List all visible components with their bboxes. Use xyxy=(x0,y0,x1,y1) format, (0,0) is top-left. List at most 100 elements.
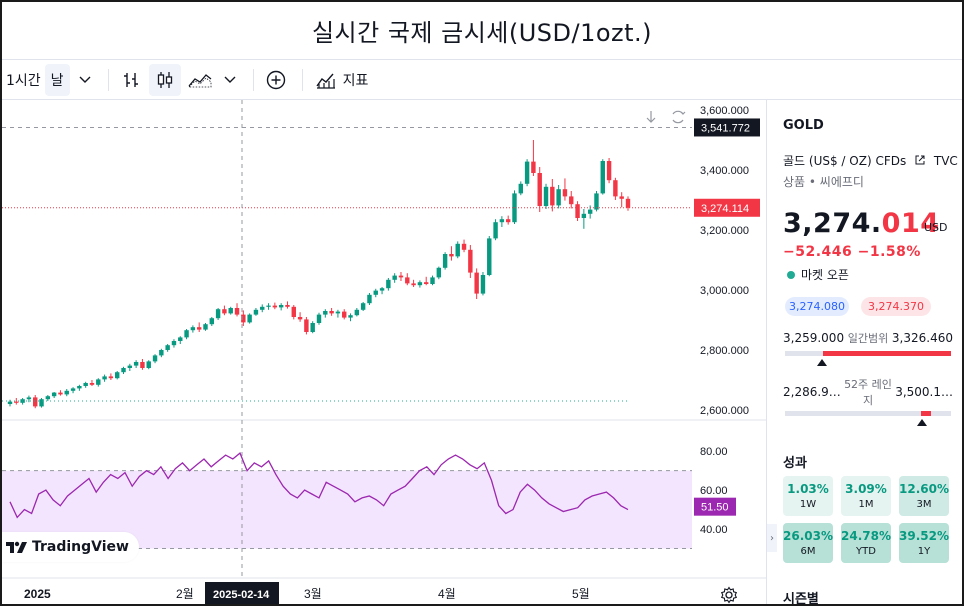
candle-body xyxy=(423,282,429,284)
tradingview-logo-icon xyxy=(6,541,27,553)
perf-period: 1M xyxy=(858,499,874,510)
candle-body xyxy=(569,196,574,205)
candle-body xyxy=(556,189,561,206)
chart-settings-button[interactable] xyxy=(720,586,738,604)
perf-ytd[interactable]: 24.78% YTD xyxy=(841,523,891,563)
time-axis-tick: 2025 xyxy=(24,587,51,601)
tradingview-logo[interactable]: TradingView xyxy=(2,532,139,562)
price-currency: USD xyxy=(924,221,948,234)
perf-3m[interactable]: 12.60% 3M xyxy=(899,476,949,516)
market-status: 마켓 오픈 xyxy=(787,266,849,283)
candle-body xyxy=(342,311,347,318)
symbol-description: 골드 (US$ / OZ) CFDs TVC xyxy=(783,152,958,169)
reset-view-button[interactable] xyxy=(669,108,687,126)
symbol-source: TVC xyxy=(933,154,958,168)
candle-body xyxy=(323,311,328,315)
chevron-right-icon: › xyxy=(770,532,774,544)
rsi-axis-tick: 40.00 xyxy=(700,524,728,536)
candle-body xyxy=(64,390,69,395)
candle-body xyxy=(291,306,296,317)
perf-6m[interactable]: 26.03% 6M xyxy=(783,523,833,563)
market-status-label: 마켓 오픈 xyxy=(801,268,849,282)
candle-body xyxy=(260,306,265,310)
candle-body xyxy=(606,161,612,181)
symbol-category: 상품 • 씨에프디 xyxy=(783,175,864,189)
candle-body xyxy=(127,365,133,368)
candle-chart-button[interactable] xyxy=(148,63,181,96)
interval-dropdown[interactable] xyxy=(74,64,96,96)
candle-body xyxy=(348,315,353,318)
price-change: −52.446 −1.58% xyxy=(783,244,921,260)
rsi-line xyxy=(9,452,629,519)
candle-body xyxy=(367,294,372,304)
candle-body xyxy=(89,383,95,385)
ask-price: 3,274.370 xyxy=(861,297,931,316)
time-axis-tick: 2월 xyxy=(176,587,194,601)
candle-body xyxy=(96,379,101,385)
perf-1m[interactable]: 3.09% 1M xyxy=(841,476,891,516)
scroll-down-button[interactable] xyxy=(642,108,660,126)
candle-body xyxy=(587,209,593,214)
chart-type-dropdown[interactable] xyxy=(219,64,241,96)
candle-body xyxy=(537,173,542,206)
candle-body xyxy=(196,327,202,330)
candle-body xyxy=(386,279,391,289)
week52-range-label: 52주 레인지 xyxy=(844,378,892,407)
interval-day-button[interactable]: 날 xyxy=(44,63,70,96)
chevron-down-icon xyxy=(224,76,236,83)
candle-body xyxy=(442,254,448,268)
candle-body xyxy=(575,204,580,218)
candle-body xyxy=(7,401,13,404)
perf-1y[interactable]: 39.52% 1Y xyxy=(899,523,949,563)
price-chart[interactable]: 3,600.000 3,400.000 3,200.000 3,000.000 2,80… xyxy=(2,100,766,606)
candle-body xyxy=(373,290,378,295)
candle-body xyxy=(405,277,410,284)
candle-body xyxy=(159,350,164,356)
crosshair-date-label: 2025-02-14 xyxy=(213,589,270,601)
price-axis-tick: 2,800.000 xyxy=(700,345,749,357)
candle-body xyxy=(379,288,385,291)
candle-body xyxy=(613,180,618,197)
candle-body xyxy=(203,324,208,330)
sidebar-collapse-handle[interactable]: › xyxy=(767,524,777,552)
candle-body xyxy=(304,319,309,332)
area-chart-button[interactable] xyxy=(185,64,215,96)
interval-button[interactable]: 1시간 xyxy=(2,64,41,96)
symbol-ticker[interactable]: GOLD xyxy=(783,118,824,133)
week52-high: 3,500.1… xyxy=(895,385,953,399)
candle-body xyxy=(83,383,88,386)
week52-range-bar xyxy=(785,411,951,416)
refresh-icon xyxy=(672,110,686,124)
gear-icon xyxy=(720,586,738,604)
add-comparison-button[interactable] xyxy=(262,64,290,96)
chart-area[interactable]: 3,600.000 3,400.000 3,200.000 3,000.000 2,80… xyxy=(2,100,766,606)
chevron-down-icon xyxy=(79,76,91,83)
candle-body xyxy=(468,249,473,273)
candle-body xyxy=(133,362,139,366)
bar-chart-button[interactable] xyxy=(117,64,145,96)
candle-body xyxy=(505,219,511,223)
perf-1w[interactable]: 1.03% 1W xyxy=(783,476,833,516)
last-price-decimals: 014 xyxy=(881,208,940,239)
external-link-icon[interactable] xyxy=(914,154,926,166)
performance-title: 성과 xyxy=(783,456,807,471)
candle-body xyxy=(165,345,170,350)
candle-body xyxy=(518,183,524,194)
market-open-dot xyxy=(787,270,795,279)
perf-period: 1Y xyxy=(917,546,931,557)
time-axis-tick: 5월 xyxy=(572,587,590,601)
day-range-bar xyxy=(785,351,951,356)
bid-price: 3,274.080 xyxy=(785,297,849,316)
indicators-icon xyxy=(315,73,335,89)
candle-body xyxy=(234,308,240,315)
candle-body xyxy=(417,282,423,286)
candle-body xyxy=(436,267,442,278)
candle-body xyxy=(512,193,517,223)
candle-body xyxy=(215,309,221,319)
rsi-axis-tick: 60.00 xyxy=(700,485,728,497)
candle-body xyxy=(146,361,151,368)
tradingview-logo-text: TradingView xyxy=(32,539,129,555)
performance-grid: 1.03% 1W 3.09% 1M 12.60% 3M 26.03% 6M 24.78%… xyxy=(783,476,953,563)
indicators-button[interactable]: 지표 xyxy=(311,64,373,96)
